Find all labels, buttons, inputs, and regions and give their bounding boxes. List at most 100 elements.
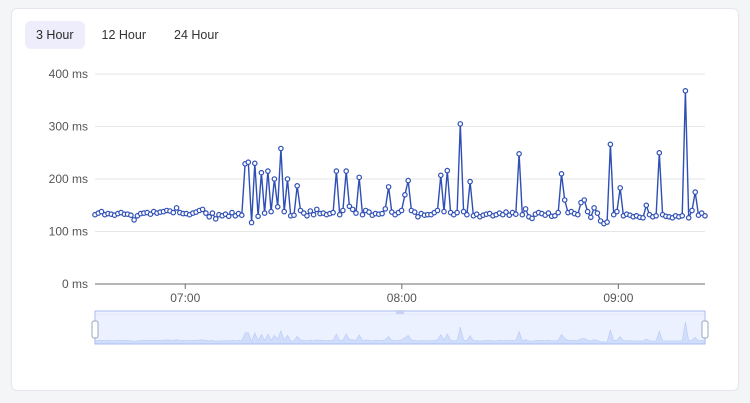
data-point [340, 207, 346, 214]
data-point [411, 209, 418, 215]
data-point [278, 145, 284, 152]
data-point [258, 169, 265, 176]
data-point [343, 168, 350, 174]
data-point [555, 209, 562, 216]
data-point [346, 203, 353, 210]
y-tick-label: 0 ms [62, 277, 88, 291]
data-point [653, 213, 659, 219]
data-point [503, 209, 509, 215]
data-point [294, 183, 301, 189]
data-point [382, 206, 389, 212]
data-point [467, 178, 473, 185]
data-point [558, 171, 565, 177]
tab-3-hour[interactable]: 3 Hour [25, 21, 85, 49]
data-point [255, 213, 261, 220]
data-point [203, 210, 209, 216]
data-point [512, 211, 519, 218]
data-point [454, 209, 460, 216]
data-point [199, 206, 206, 213]
x-tick-label: 07:00 [170, 291, 200, 305]
data-point [656, 150, 663, 156]
data-point [679, 213, 686, 219]
data-point [252, 160, 258, 167]
data-point [173, 205, 180, 211]
data-point [441, 208, 447, 215]
data-point [581, 197, 588, 203]
data-point [594, 210, 601, 216]
data-point [457, 121, 464, 127]
data-point [131, 217, 137, 223]
tab-12-hour[interactable]: 12 Hour [101, 28, 147, 42]
data-point [281, 208, 288, 215]
data-point [336, 211, 343, 218]
y-tick-label: 100 ms [49, 225, 88, 239]
zoom-slider-right-handle[interactable] [701, 320, 709, 339]
data-point [291, 212, 297, 219]
data-point [702, 213, 708, 219]
data-point [245, 159, 252, 166]
tab-24-hour[interactable]: 24 Hour [174, 28, 219, 42]
data-point [304, 213, 310, 219]
x-tick-label: 09:00 [603, 291, 633, 305]
data-point [284, 176, 291, 182]
data-point [170, 209, 177, 216]
data-point [225, 213, 232, 220]
data-point [604, 219, 610, 225]
data-point [356, 174, 363, 181]
data-point [349, 206, 356, 213]
x-tick-label: 08:00 [387, 291, 417, 305]
data-point [682, 88, 689, 94]
data-point [379, 210, 385, 217]
data-point [444, 167, 451, 174]
y-tick-label: 200 ms [49, 172, 88, 186]
data-point [212, 216, 219, 222]
data-point [261, 210, 268, 216]
data-point [561, 197, 568, 203]
data-point [415, 214, 421, 220]
data-point [519, 211, 526, 218]
data-point [366, 209, 372, 215]
data-point [685, 215, 692, 221]
data-point [398, 207, 405, 214]
data-point [239, 212, 245, 219]
data-point [206, 214, 213, 220]
data-point [98, 208, 105, 215]
data-point [689, 207, 695, 214]
zoom-slider-grip[interactable] [396, 310, 404, 314]
data-point [529, 215, 535, 222]
data-point [607, 141, 614, 148]
data-point [617, 185, 624, 191]
data-point [584, 208, 591, 215]
data-point [614, 208, 620, 215]
data-point [265, 168, 271, 174]
data-point [333, 168, 340, 174]
data-point [268, 208, 274, 215]
data-point [591, 205, 597, 211]
y-tick-label: 400 ms [49, 67, 88, 81]
data-point [516, 151, 522, 157]
data-point [640, 215, 646, 221]
data-point [229, 209, 235, 216]
data-point [128, 212, 134, 219]
data-point [437, 172, 444, 179]
data-point [464, 211, 470, 218]
data-point [209, 210, 216, 216]
data-point [610, 211, 617, 218]
data-point [359, 211, 366, 218]
data-point [405, 177, 412, 184]
data-point [552, 213, 558, 219]
data-point [271, 176, 278, 182]
data-point [248, 219, 255, 226]
series-line [94, 90, 706, 225]
y-tick-label: 300 ms [49, 120, 88, 134]
time-range-tabs: 3 Hour 12 Hour 24 Hour [25, 21, 230, 49]
zoom-slider-left-handle[interactable] [91, 320, 99, 339]
data-point [574, 211, 581, 218]
data-point [310, 211, 317, 218]
data-point [330, 209, 336, 216]
data-point [353, 210, 359, 216]
data-point [307, 208, 314, 214]
data-point [313, 206, 320, 213]
data-point [587, 214, 594, 221]
